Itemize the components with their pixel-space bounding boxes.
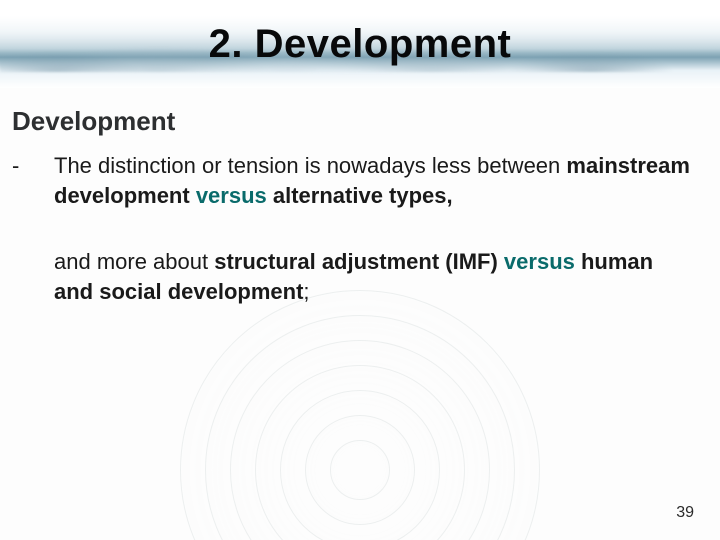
title-banner: 2. Development — [0, 0, 720, 88]
p2-lead-text: and more about — [54, 249, 214, 274]
bullet-body: The distinction or tension is nowadays l… — [54, 151, 698, 343]
slide-title: 2. Development — [209, 22, 512, 67]
bullet-marker: - — [12, 151, 30, 343]
paragraph-2: and more about structural adjustment (IM… — [54, 247, 698, 307]
slide-content: Development - The distinction or tension… — [0, 88, 720, 343]
p2-bold-structural: structural adjustment (IMF) — [214, 249, 504, 274]
p2-tail-text: ; — [303, 279, 309, 304]
paragraph-1: The distinction or tension is nowadays l… — [54, 151, 698, 211]
bullet-item: - The distinction or tension is nowadays… — [12, 151, 698, 343]
p2-teal-versus: versus — [504, 249, 575, 274]
p1-teal-versus: versus — [196, 183, 267, 208]
page-number: 39 — [676, 504, 694, 522]
p1-lead-text: The distinction or tension is nowadays l… — [54, 153, 566, 178]
p1-bold-alternative: alternative types, — [267, 183, 453, 208]
section-subheading: Development — [12, 106, 698, 137]
